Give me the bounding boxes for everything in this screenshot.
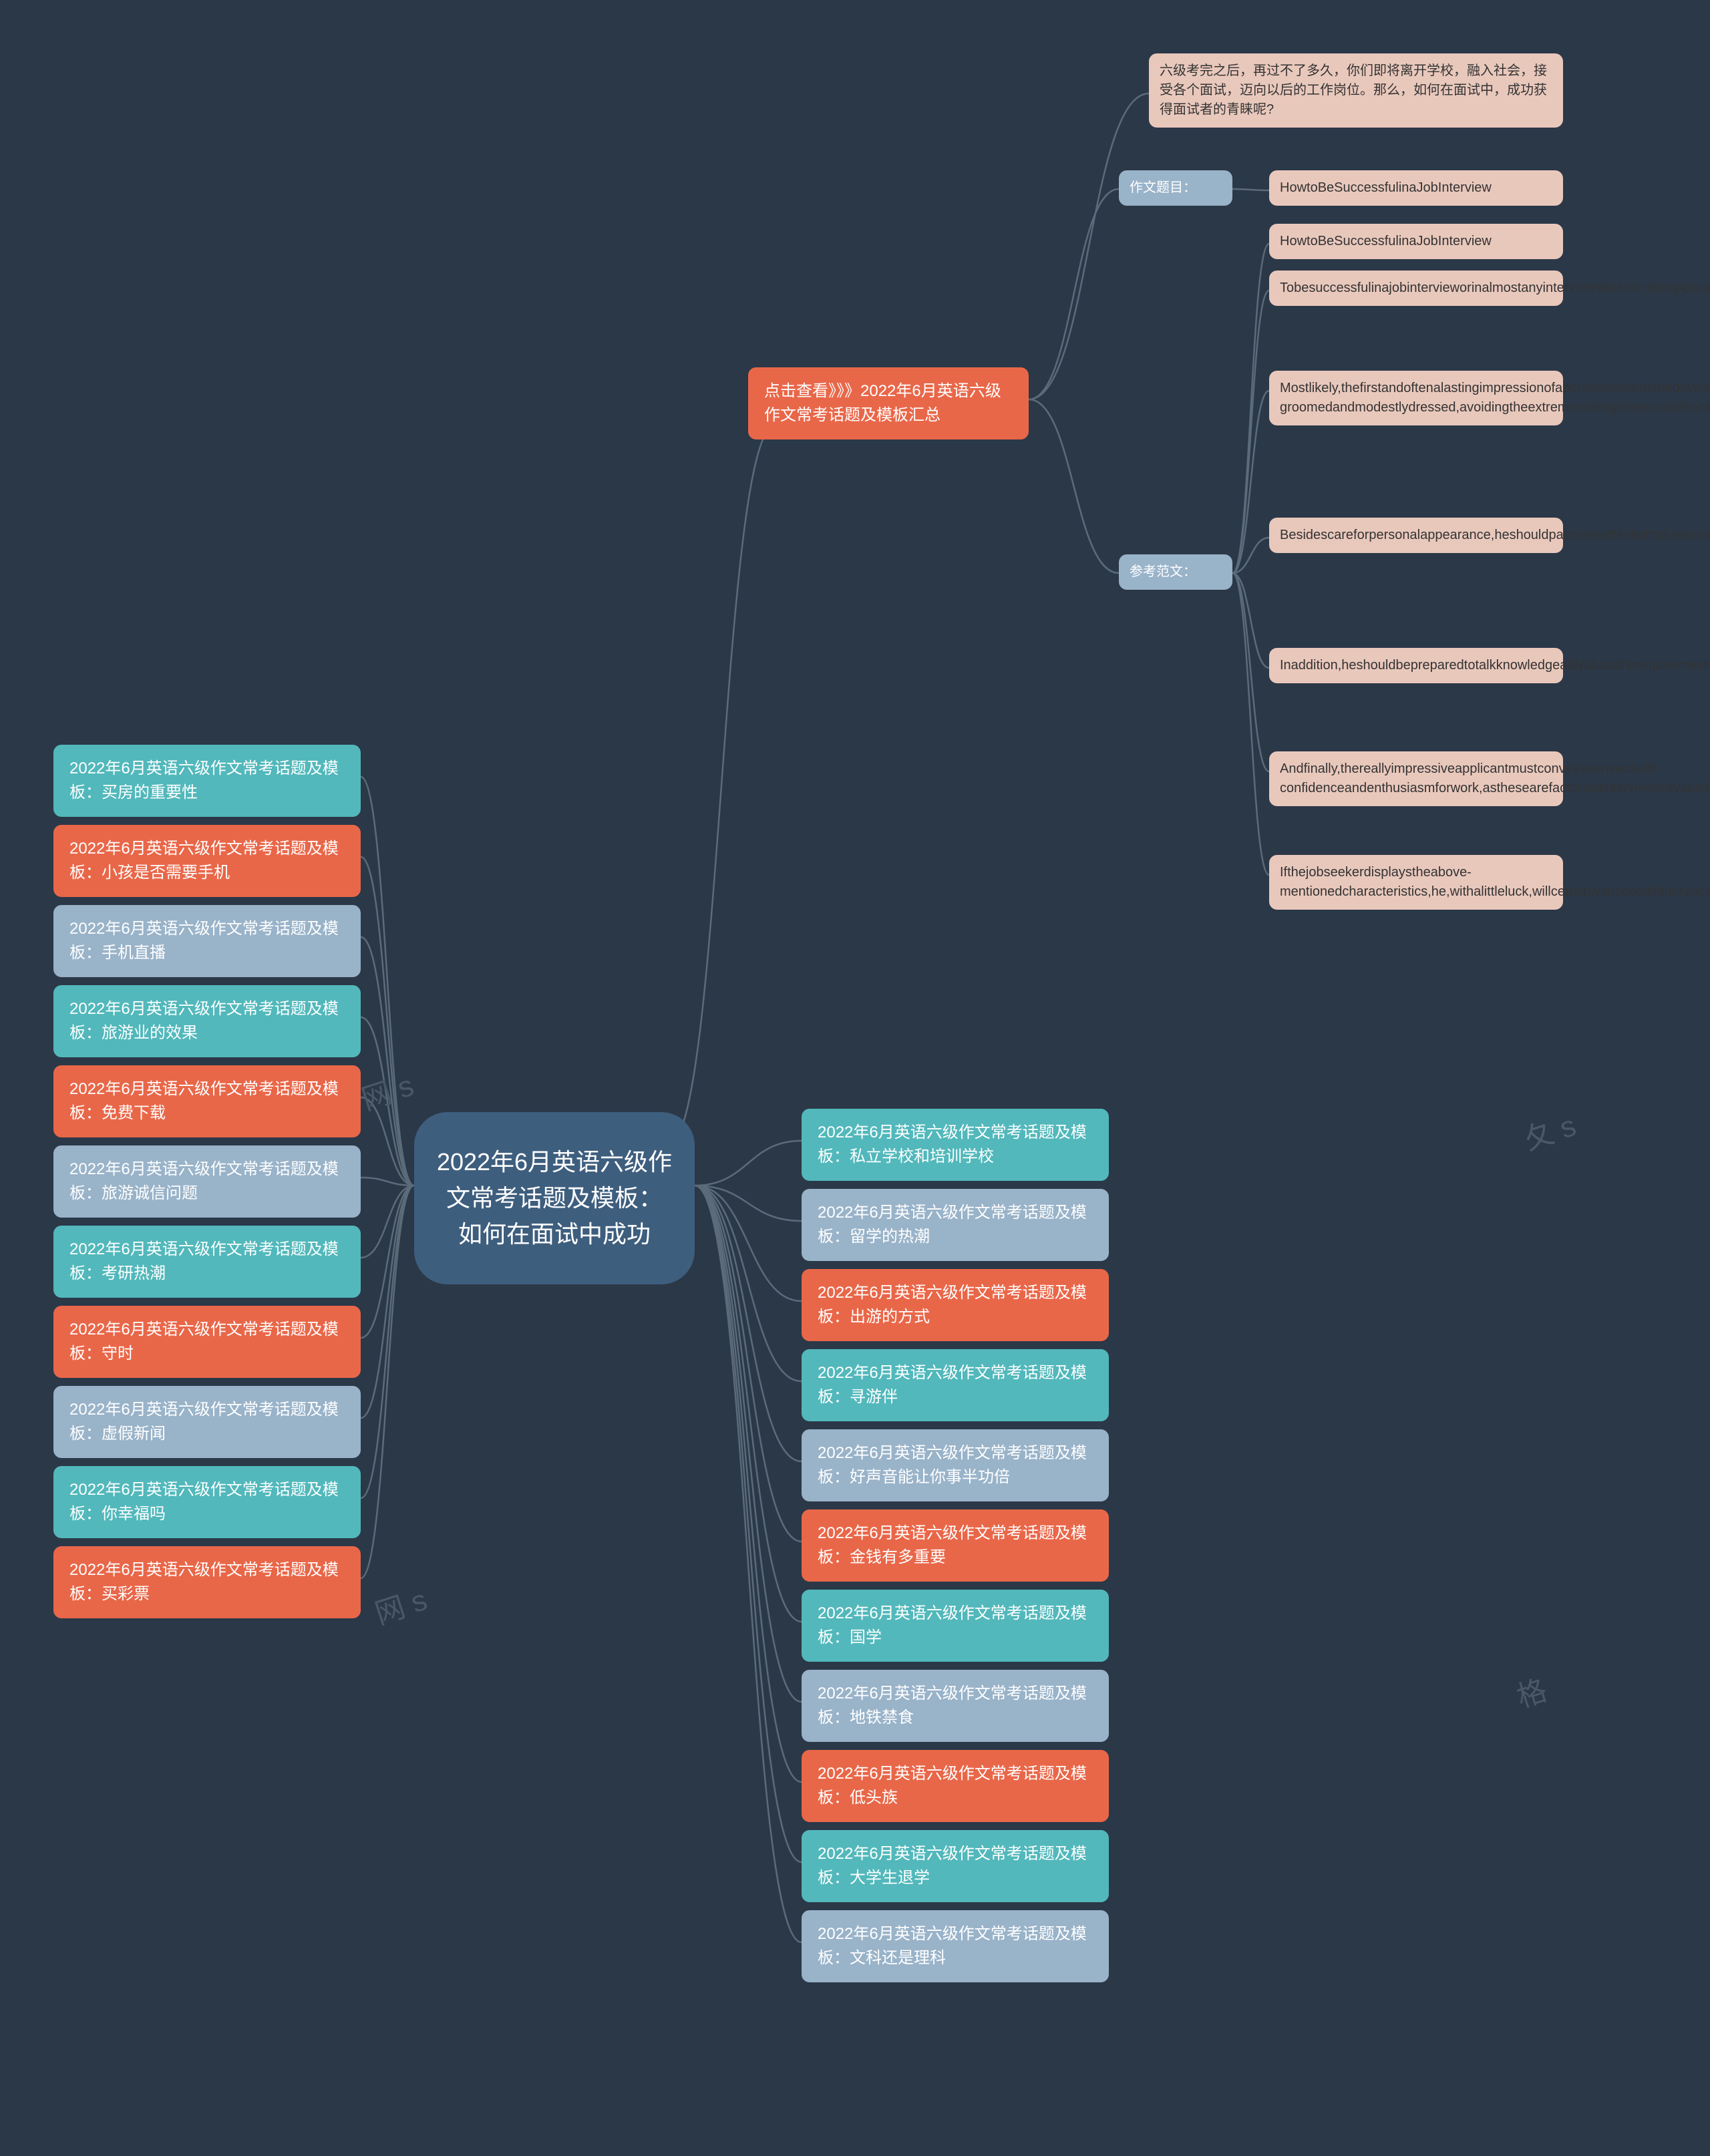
left-node-8: 2022年6月英语六级作文常考话题及模板：虚假新闻 [53, 1386, 361, 1458]
right-node-10: 2022年6月英语六级作文常考话题及模板：文科还是理科 [802, 1910, 1109, 1982]
left-node-4: 2022年6月英语六级作文常考话题及模板：免费下载 [53, 1065, 361, 1137]
right-node-4: 2022年6月英语六级作文常考话题及模板：好声音能让你事半功倍 [802, 1429, 1109, 1501]
left-node-9: 2022年6月英语六级作文常考话题及模板：你幸福吗 [53, 1466, 361, 1538]
left-node-3: 2022年6月英语六级作文常考话题及模板：旅游业的效果 [53, 985, 361, 1057]
hub-para-1-1: Tobesuccessfulinajobintervieworinalmosta… [1269, 271, 1563, 306]
left-node-10: 2022年6月英语六级作文常考话题及模板：买彩票 [53, 1546, 361, 1618]
right-node-0: 2022年6月英语六级作文常考话题及模板：私立学校和培训学校 [802, 1109, 1109, 1181]
left-node-5: 2022年6月英语六级作文常考话题及模板：旅游诚信问题 [53, 1145, 361, 1218]
right-node-2: 2022年6月英语六级作文常考话题及模板：出游的方式 [802, 1269, 1109, 1341]
right-node-5: 2022年6月英语六级作文常考话题及模板：金钱有多重要 [802, 1509, 1109, 1582]
left-node-6: 2022年6月英语六级作文常考话题及模板：考研热潮 [53, 1226, 361, 1298]
hub-para-1-3: Besidescareforpersonalappearance,heshoul… [1269, 518, 1563, 553]
hub-para-1-0: HowtoBeSuccessfulinaJobInterview [1269, 224, 1563, 259]
left-node-1: 2022年6月英语六级作文常考话题及模板：小孩是否需要手机 [53, 825, 361, 897]
hub-intro-note: 六级考完之后，再过不了多久，你们即将离开学校，融入社会，接受各个面试，迈向以后的… [1149, 53, 1563, 128]
left-node-0: 2022年6月英语六级作文常考话题及模板：买房的重要性 [53, 745, 361, 817]
hub-tag-1: 参考范文： [1119, 554, 1232, 590]
right-node-9: 2022年6月英语六级作文常考话题及模板：大学生退学 [802, 1830, 1109, 1902]
right-node-3: 2022年6月英语六级作文常考话题及模板：寻游伴 [802, 1349, 1109, 1421]
hub-para-1-2: Mostlikely,thefirstandoftenalastingimpre… [1269, 371, 1563, 425]
hub-node: 点击查看》》》2022年6月英语六级作文常考话题及模板汇总 [748, 367, 1029, 439]
hub-para-1-4: Inaddition,heshouldbepreparedtotalkknowl… [1269, 648, 1563, 683]
root-node: 2022年6月英语六级作文常考话题及模板：如何在面试中成功 [414, 1112, 695, 1284]
hub-tag-0: 作文题目： [1119, 170, 1232, 206]
hub-para-0-0: HowtoBeSuccessfulinaJobInterview [1269, 170, 1563, 206]
right-node-1: 2022年6月英语六级作文常考话题及模板：留学的热潮 [802, 1189, 1109, 1261]
hub-para-1-5: Andfinally,thereallyimpressiveapplicantm… [1269, 751, 1563, 806]
right-node-8: 2022年6月英语六级作文常考话题及模板：低头族 [802, 1750, 1109, 1822]
hub-para-1-6: Ifthejobseekerdisplaystheabove-mentioned… [1269, 855, 1563, 910]
right-node-7: 2022年6月英语六级作文常考话题及模板：地铁禁食 [802, 1670, 1109, 1742]
left-node-2: 2022年6月英语六级作文常考话题及模板：手机直播 [53, 905, 361, 977]
right-node-6: 2022年6月英语六级作文常考话题及模板：国学 [802, 1590, 1109, 1662]
left-node-7: 2022年6月英语六级作文常考话题及模板：守时 [53, 1306, 361, 1378]
